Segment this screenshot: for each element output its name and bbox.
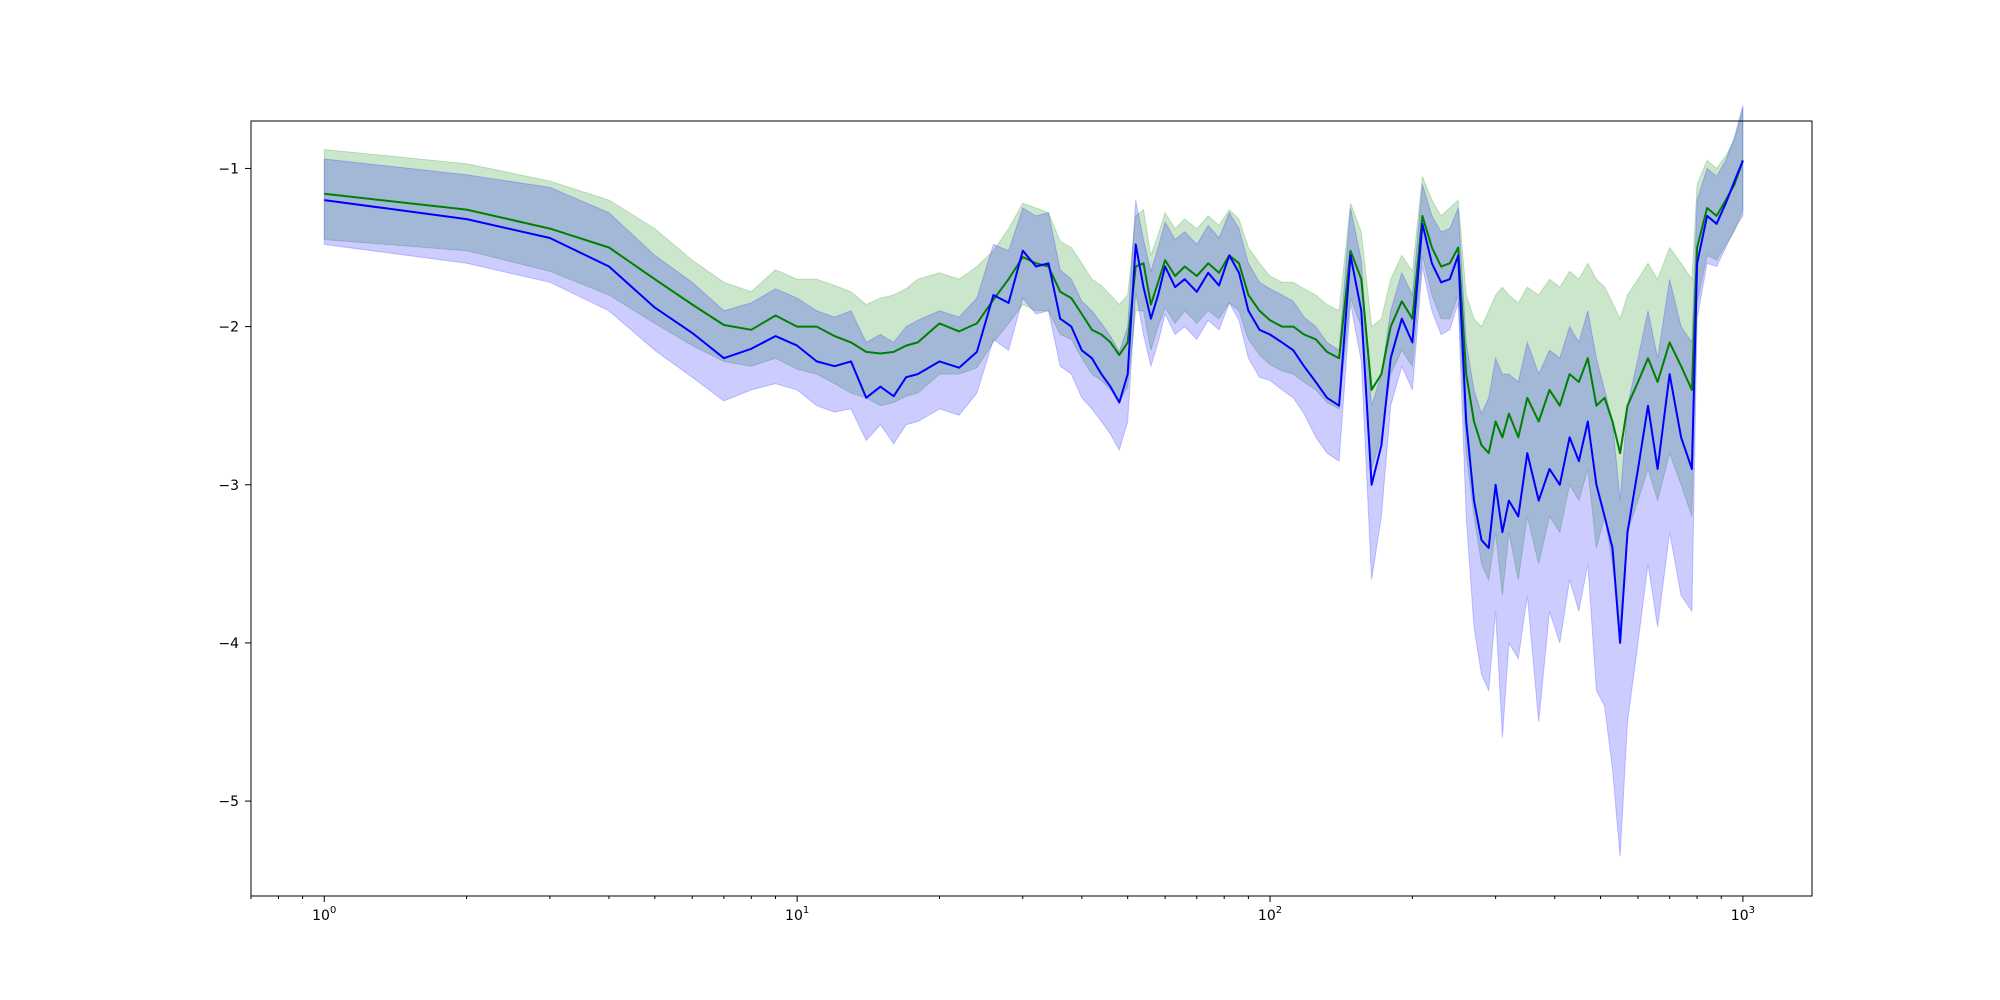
x-tick-label-1: 101 xyxy=(785,905,809,924)
y-tick-label-3: −4 xyxy=(218,636,239,652)
plot-area xyxy=(323,105,1744,857)
y-tick-label-0: −1 xyxy=(218,161,239,177)
y-tick-label-4: −5 xyxy=(218,794,239,810)
x-tick-label-0: 100 xyxy=(312,905,336,924)
x-axis: 100 101 102 103 xyxy=(250,896,1755,924)
x-tick-label-3: 103 xyxy=(1731,905,1755,924)
series-1-line xyxy=(324,160,1744,455)
y-tick-label-2: −3 xyxy=(218,478,239,494)
x-tick-label-2: 102 xyxy=(1258,905,1282,924)
axes-frame xyxy=(250,120,1813,897)
series-2-line xyxy=(324,160,1744,644)
series-2-band xyxy=(323,105,1744,857)
y-axis: −1 −2 −3 −4 −5 xyxy=(218,161,251,810)
y-tick-label-1: −2 xyxy=(218,320,239,336)
